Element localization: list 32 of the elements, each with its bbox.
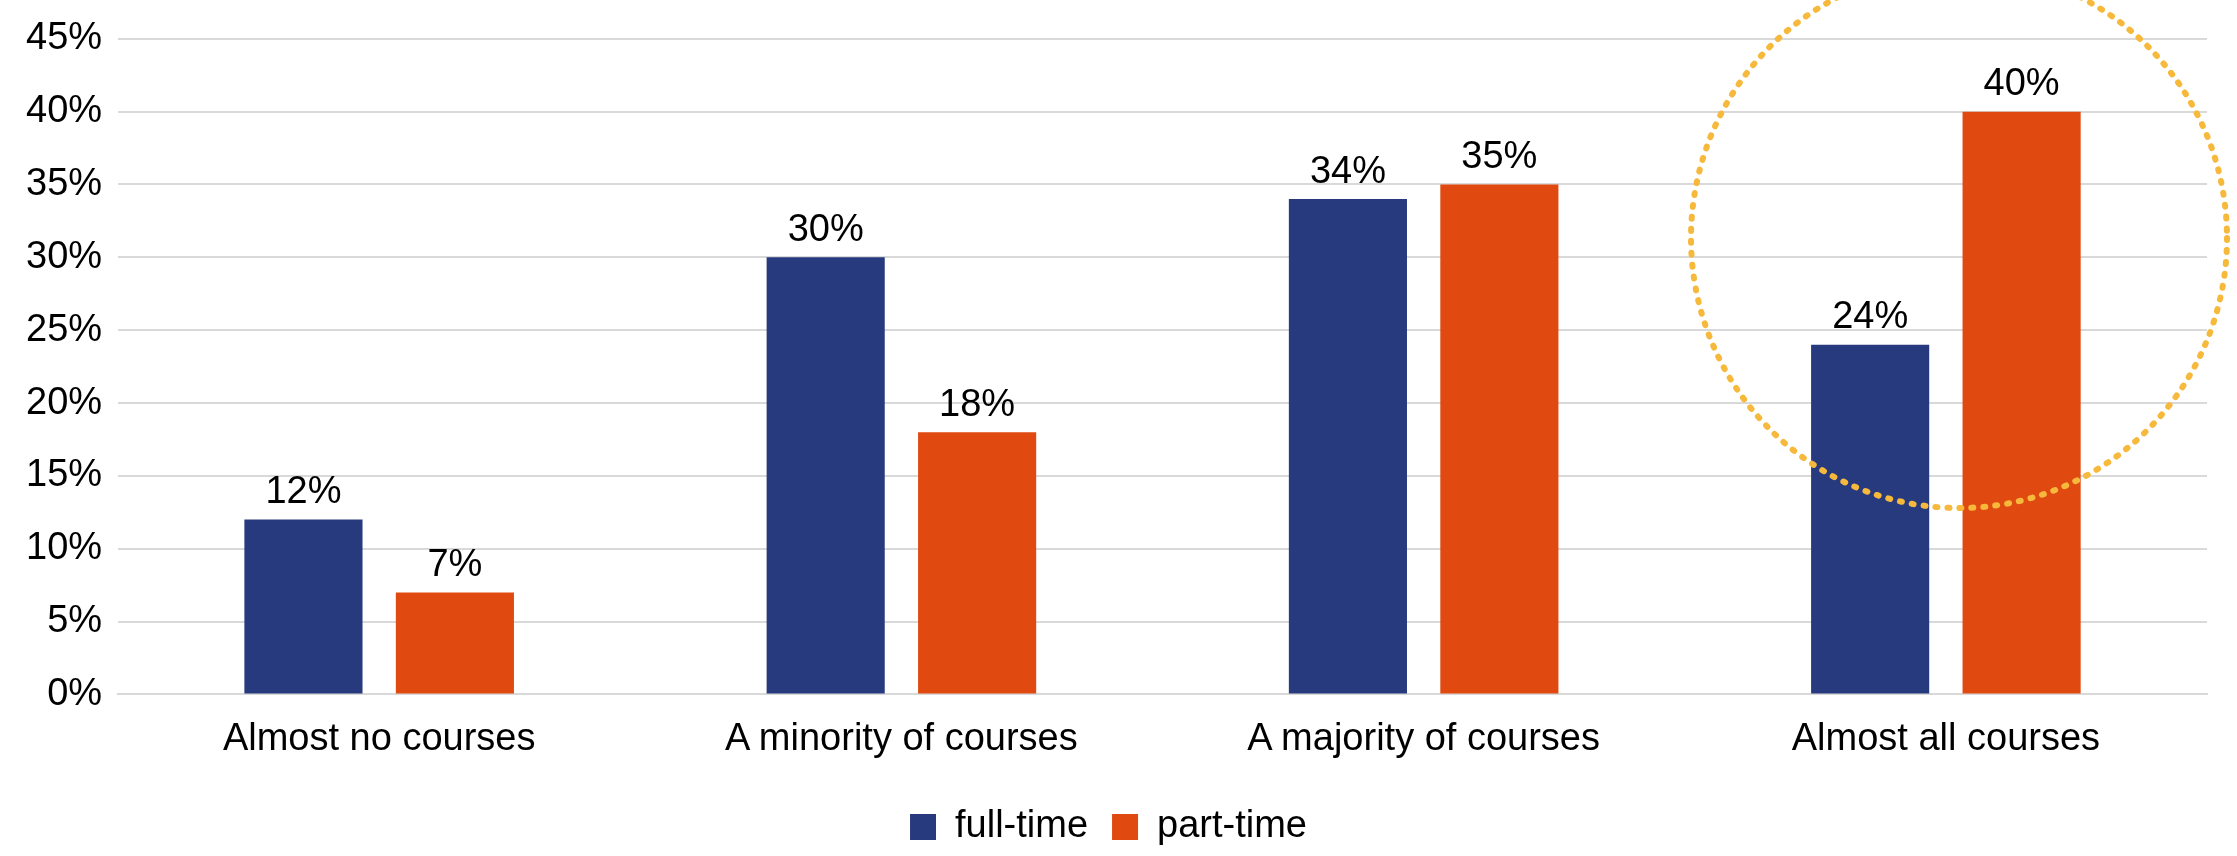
y-tick-label: 15%	[25, 452, 103, 495]
text: 7%	[427, 541, 483, 584]
text: 18%	[939, 381, 1016, 424]
bar	[395, 592, 514, 694]
y-tick-label: 45%	[25, 15, 103, 58]
y-tick-label: 0%	[47, 670, 103, 713]
y-tick-label: 25%	[25, 306, 103, 349]
x-tick-label: A majority of courses	[1247, 715, 1600, 758]
y-tick-label: 35%	[25, 160, 103, 203]
text: 40%	[1983, 61, 2060, 104]
text: 30%	[787, 206, 864, 249]
x-tick-label: A minority of courses	[725, 715, 1078, 758]
legend-label: part-time	[1157, 803, 1307, 846]
bar	[1288, 199, 1407, 694]
x-tick-label: Almost all courses	[1791, 715, 2101, 758]
text: 12%	[265, 469, 342, 512]
bar	[1962, 111, 2081, 694]
legend-label: full-time	[955, 803, 1089, 846]
y-tick-label: 40%	[25, 88, 103, 131]
y-tick-label: 30%	[25, 233, 103, 276]
y-tick-label: 20%	[25, 379, 103, 422]
bar	[1440, 184, 1559, 694]
bar	[1811, 344, 1930, 694]
y-tick-label: 10%	[25, 525, 103, 568]
bar	[244, 519, 363, 694]
text: 24%	[1832, 294, 1909, 337]
bar	[918, 432, 1037, 694]
bar	[766, 257, 885, 694]
x-tick-label: Almost no courses	[222, 715, 536, 758]
text: 34%	[1309, 148, 1386, 191]
y-tick-label: 5%	[47, 598, 103, 641]
text: 35%	[1461, 133, 1538, 176]
